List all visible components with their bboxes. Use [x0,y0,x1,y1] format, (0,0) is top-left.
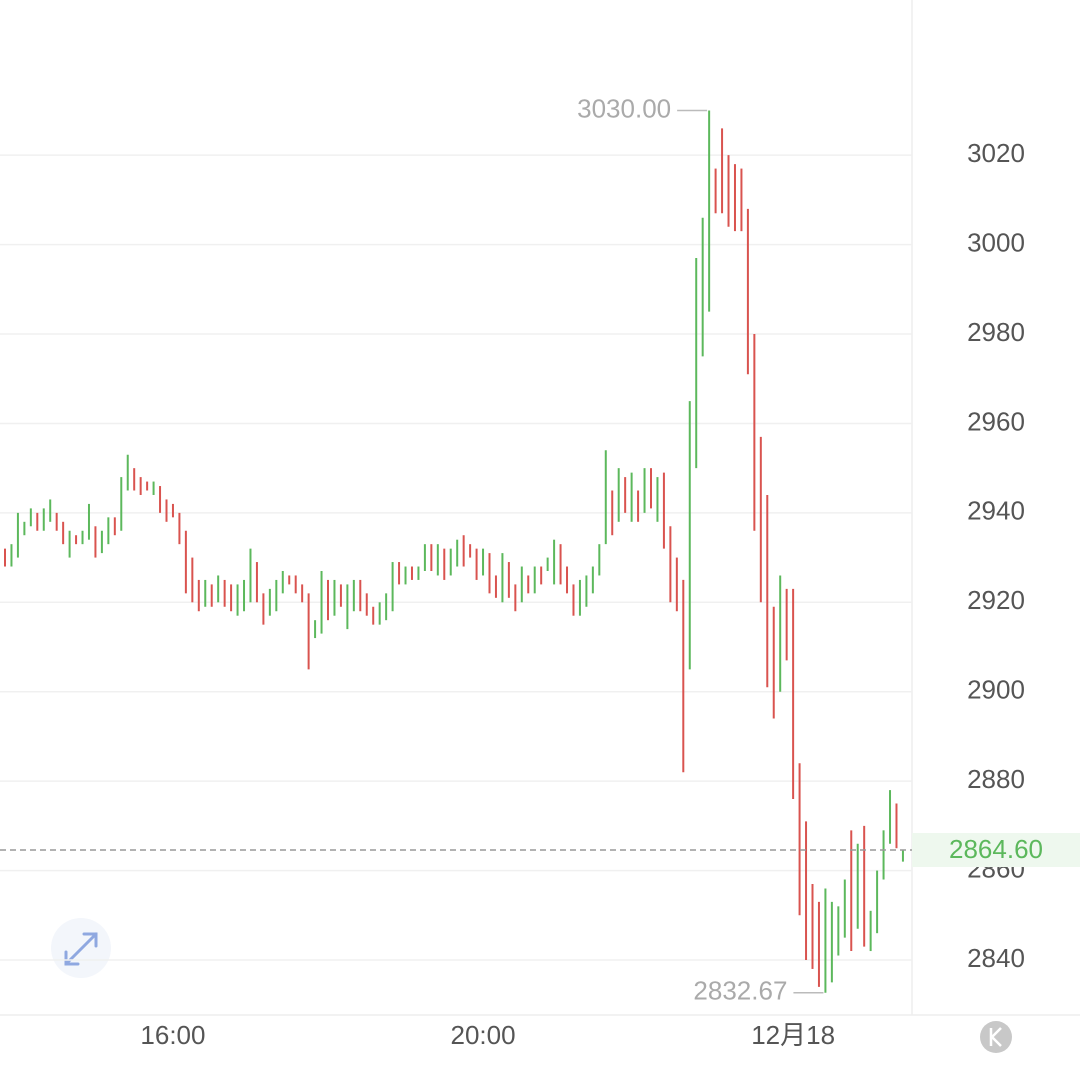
fullscreen-button[interactable] [51,918,111,978]
k-icon[interactable] [989,1027,1002,1047]
last-price-label: 2864.60 [949,834,1043,864]
y-tick-label: 3000 [967,227,1025,257]
x-tick-label: 12月18 [751,1020,835,1050]
last-price-bg [912,833,1080,868]
y-tick-label: 2940 [967,496,1025,526]
y-tick-label: 2960 [967,406,1025,436]
k-button-bg[interactable] [980,1021,1012,1053]
k-button[interactable] [980,1021,1012,1053]
max-label: 3030.00 [577,93,671,123]
y-tick-label: 3020 [967,138,1025,168]
min-label: 2832.67 [693,976,787,1006]
x-tick-label: 20:00 [451,1020,516,1050]
y-tick-label: 2840 [967,943,1025,973]
fullscreen-icon[interactable] [64,932,98,966]
y-tick-label: 2920 [967,585,1025,615]
y-tick-label: 2980 [967,317,1025,347]
x-tick-label: 16:00 [140,1020,205,1050]
y-tick-label: 2900 [967,675,1025,705]
y-tick-label: 2880 [967,764,1025,794]
